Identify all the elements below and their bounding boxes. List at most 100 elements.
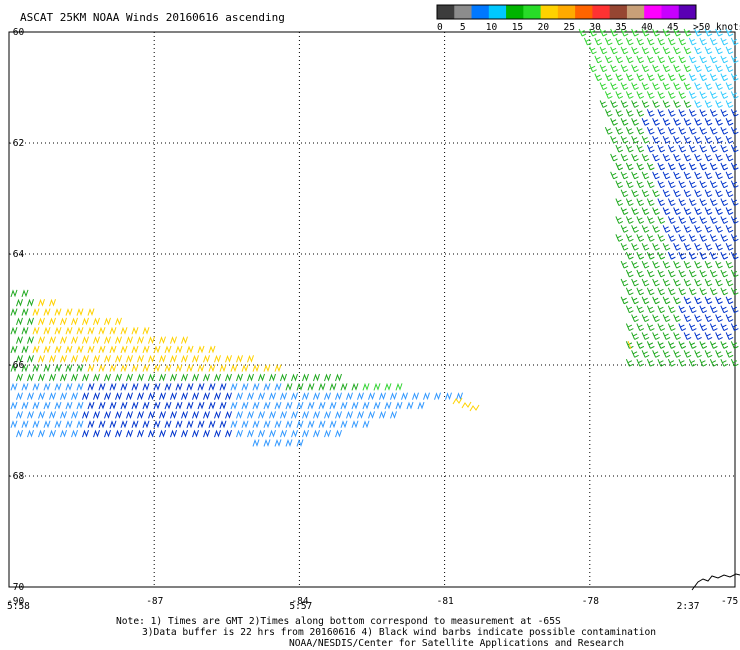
wind-barb — [688, 73, 697, 82]
wind-barb — [615, 37, 624, 46]
wind-barb — [236, 373, 243, 382]
wind-barb — [10, 289, 18, 298]
wind-barb — [131, 420, 139, 429]
wind-barb — [641, 296, 650, 305]
wind-barb — [673, 189, 681, 198]
wind-barb — [38, 354, 45, 363]
wind-barb — [258, 429, 265, 438]
wind-barb — [60, 317, 67, 326]
wind-barb — [662, 243, 671, 251]
wind-barb — [87, 364, 95, 373]
wind-barb — [652, 243, 660, 251]
wind-barb — [230, 401, 238, 410]
wind-barb — [38, 410, 45, 419]
wind-barb — [296, 382, 304, 391]
wind-barb — [715, 82, 723, 90]
wind-barb — [657, 91, 666, 99]
wind-barb — [131, 326, 139, 335]
wind-barb — [725, 296, 734, 305]
wind-barb — [594, 55, 603, 64]
wind-barb — [709, 341, 718, 349]
wind-barb — [148, 373, 155, 382]
wind-barb — [683, 118, 692, 126]
wind-barb — [214, 429, 221, 438]
wind-barb — [730, 109, 739, 117]
wind-barb — [657, 341, 666, 349]
wind-barb — [652, 314, 660, 323]
wind-barb — [704, 100, 713, 108]
wind-barb — [16, 354, 23, 363]
wind-barb — [60, 354, 67, 363]
wind-barb — [203, 354, 210, 363]
wind-barb — [667, 341, 676, 349]
wind-barb — [631, 118, 639, 126]
wind-barb — [109, 364, 117, 373]
wind-barb — [704, 243, 713, 251]
wind-barb — [730, 287, 739, 296]
wind-barb — [625, 323, 634, 331]
wind-barb — [324, 373, 331, 382]
wind-barb — [720, 359, 729, 367]
wind-barb — [646, 323, 655, 331]
wind-barb — [725, 171, 734, 180]
wind-barb — [280, 410, 287, 419]
wind-barb — [104, 392, 111, 401]
wind-barb — [683, 350, 692, 358]
wind-barb — [625, 37, 634, 46]
wind-barb — [652, 28, 660, 37]
wind-barb — [236, 410, 243, 419]
wind-barb — [186, 364, 194, 373]
wind-barb — [709, 126, 718, 135]
wind-barb — [615, 144, 624, 153]
wind-barb — [694, 296, 702, 305]
wind-barb — [641, 28, 650, 37]
wind-barb — [10, 382, 18, 391]
wind-barb — [38, 298, 45, 307]
wind-barb — [652, 135, 660, 144]
wind-barb — [120, 382, 128, 391]
wind-barb — [318, 420, 326, 429]
legend-label: >50 knots — [693, 22, 740, 33]
wind-barb — [274, 438, 282, 447]
note-line-2: 3)Data buffer is 22 hrs from 20160616 4)… — [142, 627, 657, 638]
wind-barb — [225, 410, 232, 419]
wind-barb — [694, 171, 702, 180]
wind-barb — [709, 269, 718, 278]
wind-barb — [247, 392, 254, 401]
wind-barb — [631, 350, 639, 358]
wind-barb — [236, 392, 243, 401]
wind-barb — [192, 429, 199, 438]
wind-barb — [673, 243, 681, 251]
wind-barb — [214, 354, 221, 363]
wind-barb — [683, 64, 692, 73]
wind-barb — [32, 420, 40, 429]
wind-barb — [307, 401, 315, 410]
wind-barb — [324, 392, 331, 401]
wind-barb — [126, 354, 133, 363]
wind-barb — [652, 118, 660, 126]
wind-barb — [699, 144, 708, 153]
wind-barb — [87, 326, 95, 335]
wind-barb — [296, 438, 304, 447]
wind-barb — [667, 73, 676, 82]
wind-barb — [197, 401, 205, 410]
wind-barb — [54, 345, 62, 354]
wind-barb — [43, 401, 51, 410]
wind-barb — [98, 420, 106, 429]
wind-barb — [667, 126, 676, 135]
wind-barb — [604, 73, 613, 82]
wind-barb — [725, 243, 734, 251]
wind-barb — [715, 278, 723, 287]
wind-barb — [214, 392, 221, 401]
wind-barb — [704, 207, 713, 215]
wind-barb — [625, 359, 634, 367]
wind-barb — [720, 305, 729, 314]
wind-barb — [362, 420, 370, 429]
wind-barb — [662, 118, 671, 126]
wind-barb — [673, 100, 681, 108]
wind-barb — [16, 317, 23, 326]
wind-barb — [641, 82, 650, 90]
legend-label: 30 — [589, 22, 601, 33]
wind-barb — [357, 410, 364, 419]
wind-barb — [417, 401, 425, 410]
